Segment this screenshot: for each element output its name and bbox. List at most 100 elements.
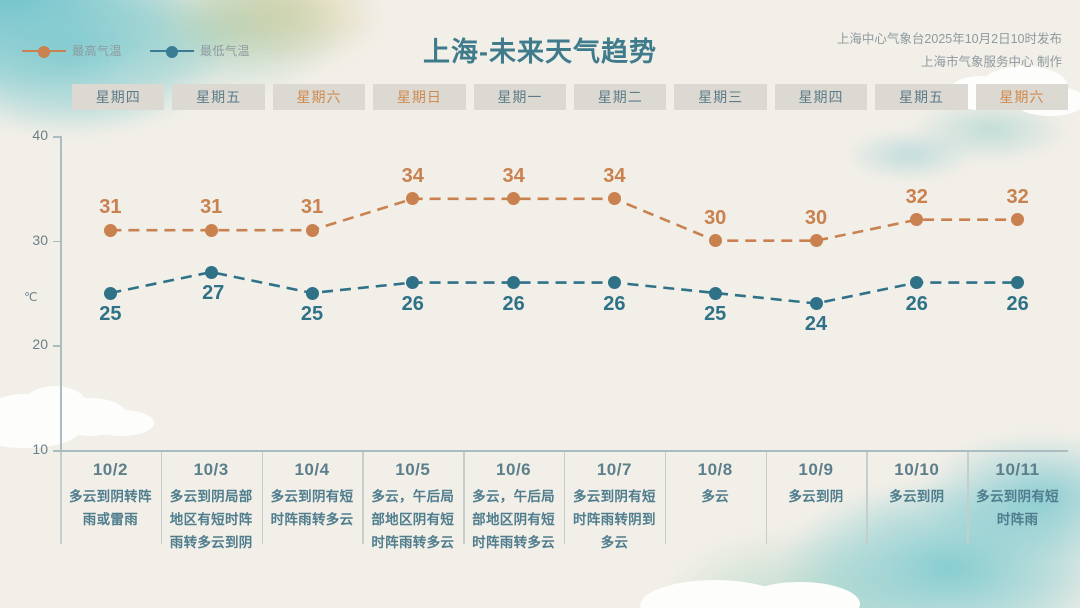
weekday-pill[interactable]: 星期日	[373, 84, 466, 110]
legend-marker-low-icon	[150, 44, 195, 58]
day-date: 10/9	[798, 460, 834, 479]
data-point-label: 25	[300, 303, 324, 325]
day-description: 多云，午后局部地区阴有短时阵雨转多云	[371, 489, 455, 551]
day-date: 10/3	[193, 460, 229, 479]
data-point-label: 31	[99, 196, 122, 219]
weekday-pill[interactable]: 星期五	[875, 84, 968, 110]
day-description: 多云到阴局部地区有短时阵雨转多云到阴	[169, 489, 253, 551]
legend-marker-high-icon	[22, 44, 66, 58]
data-point-label: 31	[200, 196, 223, 219]
day-description: 多云到阴	[788, 489, 844, 504]
day-forecast-bar: 10/2 多云到阴转阵雨或雷雨 10/3 多云到阴局部地区有短时阵雨转多云到阴 10/4…	[60, 452, 1068, 608]
day-date: 10/7	[596, 460, 632, 479]
day-description: 多云到阴有短时阵雨转阴到多云	[572, 489, 656, 551]
day-forecast-column[interactable]: 10/9 多云到阴	[765, 452, 867, 608]
day-date: 10/5	[395, 460, 431, 479]
data-point-marker[interactable]	[305, 223, 319, 237]
data-point-marker[interactable]	[708, 286, 722, 300]
day-forecast-column[interactable]: 10/4 多云到阴有短时阵雨转多云	[261, 452, 363, 608]
data-point-label: 34	[603, 164, 626, 187]
data-point-marker[interactable]	[406, 276, 420, 290]
day-forecast-column[interactable]: 10/2 多云到阴转阵雨或雷雨	[60, 452, 161, 608]
day-description: 多云到阴转阵雨或雷雨	[68, 489, 152, 528]
weekday-bar: 星期四 星期五 星期六 星期日 星期一 星期二 星期三 星期四 星期五 星期六	[72, 84, 1069, 110]
data-point-label: 26	[603, 292, 626, 315]
weekday-pill[interactable]: 星期一	[473, 84, 567, 110]
weekday-pill[interactable]: 星期四	[774, 84, 868, 110]
data-point-marker[interactable]	[809, 234, 823, 248]
data-point-label: 32	[1006, 185, 1029, 208]
day-forecast-column[interactable]: 10/7 多云到阴有短时阵雨转阴到多云	[563, 452, 665, 608]
y-axis-tick-label: 30	[32, 231, 48, 248]
day-description: 多云	[701, 489, 729, 504]
data-point-label: 26	[502, 292, 525, 315]
data-point-marker[interactable]	[910, 276, 924, 290]
day-date: 10/10	[894, 460, 940, 479]
credit-producer: 上海市气象服务中心 制作	[921, 55, 1062, 70]
y-axis-tick	[53, 450, 61, 452]
y-axis-tick	[53, 345, 61, 347]
data-point-marker[interactable]	[910, 213, 924, 227]
weekday-pill[interactable]: 星期三	[674, 84, 767, 110]
credit-issuer: 上海中心气象台2025年10月2日10时发布	[836, 32, 1062, 46]
day-date: 10/2	[92, 460, 128, 479]
day-forecast-column[interactable]: 10/3 多云到阴局部地区有短时阵雨转多云到阴	[160, 452, 262, 608]
data-point-marker[interactable]	[1011, 213, 1025, 227]
day-date: 10/11	[995, 460, 1040, 479]
data-point-marker[interactable]	[204, 265, 218, 279]
day-forecast-column[interactable]: 10/11 多云到阴有短时阵雨	[967, 452, 1068, 608]
data-point-label: 25	[704, 303, 727, 325]
credit-block: 上海中心气象台2025年10月2日10时发布 上海市气象服务中心 制作	[837, 28, 1062, 74]
weekday-pill[interactable]: 星期五	[172, 84, 265, 110]
legend-item-low-temp: 最低气温	[150, 42, 250, 59]
y-axis-tick-label: 40	[32, 127, 48, 143]
data-point-label: 27	[202, 282, 225, 305]
data-point-label: 26	[905, 292, 928, 315]
data-point-label: 25	[99, 303, 122, 325]
y-axis-tick-label: 10	[32, 441, 48, 457]
weekday-pill[interactable]: 星期二	[574, 84, 667, 110]
legend-label-high: 最高气温	[72, 44, 123, 58]
day-description: 多云到阴有短时阵雨转多云	[270, 489, 354, 528]
weekday-pill[interactable]: 星期六	[272, 84, 366, 110]
legend-label-low: 最低气温	[200, 44, 251, 58]
data-point-label: 31	[300, 196, 324, 219]
y-axis-tick-label: 20	[32, 336, 48, 353]
y-axis-line	[60, 136, 62, 451]
data-point-marker[interactable]	[809, 296, 823, 310]
series-line	[110, 270, 1018, 305]
y-axis-tick	[53, 240, 61, 243]
data-point-label: 32	[905, 185, 928, 208]
day-date: 10/6	[496, 460, 532, 479]
page-title: 上海-未来天气趋势	[423, 37, 657, 67]
data-point-marker[interactable]	[607, 192, 621, 206]
data-point-marker[interactable]	[103, 286, 117, 300]
data-point-label: 26	[401, 292, 424, 315]
data-point-label: 26	[1006, 292, 1029, 315]
weekday-pill[interactable]: 星期四	[72, 84, 165, 110]
x-axis-line	[60, 450, 1068, 452]
day-date: 10/4	[294, 460, 330, 479]
data-point-marker[interactable]	[607, 276, 621, 290]
data-point-label: 30	[804, 206, 828, 229]
day-forecast-column[interactable]: 10/10 多云到阴	[866, 452, 967, 608]
data-point-marker[interactable]	[103, 223, 117, 237]
data-point-marker[interactable]	[708, 234, 722, 248]
data-point-marker[interactable]	[305, 286, 319, 300]
day-forecast-column[interactable]: 10/5 多云，午后局部地区阴有短时阵雨转多云	[362, 452, 463, 608]
data-point-label: 34	[401, 164, 424, 187]
data-point-marker[interactable]	[1011, 276, 1025, 290]
data-point-label: 34	[502, 164, 525, 187]
data-point-marker[interactable]	[507, 192, 521, 206]
data-point-marker[interactable]	[204, 223, 218, 237]
data-point-marker[interactable]	[507, 276, 521, 290]
data-point-marker[interactable]	[406, 192, 420, 206]
day-description: 多云到阴有短时阵雨	[976, 489, 1059, 528]
day-forecast-column[interactable]: 10/8 多云	[664, 452, 766, 608]
day-description: 多云到阴	[889, 489, 945, 504]
day-forecast-column[interactable]: 10/6 多云，午后局部地区阴有短时阵雨转多云	[463, 452, 564, 608]
day-date: 10/8	[697, 460, 733, 479]
weekday-pill[interactable]: 星期六	[975, 84, 1069, 110]
